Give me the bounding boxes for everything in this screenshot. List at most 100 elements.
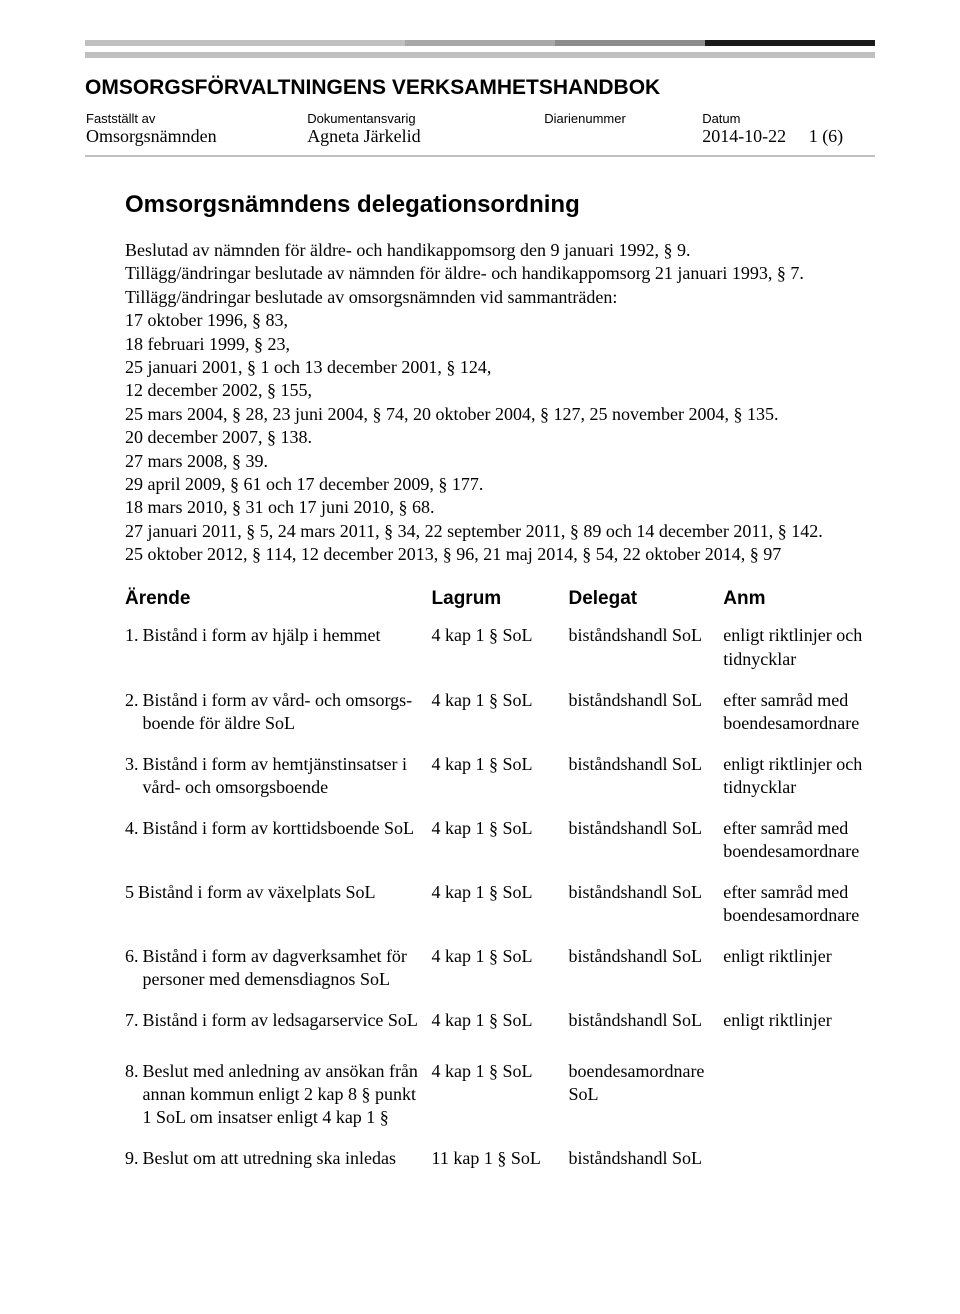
item-number: 8. [125, 1060, 143, 1129]
items-list: 1.Bistånd i form av hjälp i hemmet4 kap … [125, 624, 875, 1170]
table-row: 6.Bistånd i form av dagverksamhet för pe… [125, 945, 875, 991]
table-row: 4.Bistånd i form av korttidsboende SoL4 … [125, 817, 875, 863]
cell-delegat: biståndshandl SoL [568, 1009, 723, 1032]
cell-lagrum: 4 kap 1 § SoL [432, 753, 569, 799]
item-number: 3. [125, 753, 143, 799]
cell-arende: 3.Bistånd i form av hemtjänstinsatser i … [125, 753, 432, 799]
cell-lagrum: 4 kap 1 § SoL [432, 689, 569, 735]
item-arende-text: Bistånd i form av hemtjänstinsatser i vå… [143, 753, 420, 799]
body-line: 29 april 2009, § 61 och 17 december 2009… [125, 473, 875, 496]
col-header-anm: Anm [723, 588, 875, 610]
cell-anm: enligt riktlinjer [723, 1009, 875, 1032]
meta-label-diarienummer: Diarienummer [543, 110, 701, 126]
cell-delegat: biståndshandl SoL [568, 881, 723, 927]
cell-lagrum: 4 kap 1 § SoL [432, 945, 569, 991]
body-line: 20 december 2007, § 138. [125, 426, 875, 449]
cell-arende: 8.Beslut med anledning av ansökan från a… [125, 1060, 432, 1129]
item-number: 9. [125, 1147, 143, 1170]
cell-anm: enligt riktlinjer [723, 945, 875, 991]
cell-arende: 9.Beslut om att utredning ska inledas [125, 1147, 432, 1170]
org-title: OMSORGSFÖRVALTNINGENS VERKSAMHETSHANDBOK [85, 76, 875, 100]
item-number: 6. [125, 945, 143, 991]
cell-lagrum: 4 kap 1 § SoL [432, 817, 569, 863]
body-line: 25 januari 2001, § 1 och 13 december 200… [125, 356, 875, 379]
header-bar-segment [85, 52, 875, 58]
item-arende-text: Bistånd i form av växelplats SoL [138, 881, 420, 927]
item-number: 7. [125, 1009, 143, 1032]
cell-delegat: biståndshandl SoL [568, 817, 723, 863]
item-arende-text: Bistånd i form av vård- och omsorgs­boen… [143, 689, 420, 735]
col-header-lagrum: Lagrum [432, 588, 569, 610]
cell-delegat: boendesamordnare SoL [568, 1060, 723, 1129]
meta-value-page: 1 (6) [809, 126, 844, 146]
item-arende-text: Bistånd i form av ledsagarservice SoL [143, 1009, 420, 1032]
col-header-delegat: Delegat [568, 588, 723, 610]
cell-delegat: biståndshandl SoL [568, 945, 723, 991]
table-row: 1.Bistånd i form av hjälp i hemmet4 kap … [125, 624, 875, 670]
cell-anm: efter samråd med boendesamordnare [723, 881, 875, 927]
column-headers: Ärende Lagrum Delegat Anm [125, 588, 875, 610]
body-line: 27 januari 2011, § 5, 24 mars 2011, § 34… [125, 520, 875, 543]
item-number: 4. [125, 817, 143, 863]
meta-value-datum: 2014-10-22 1 (6) [701, 126, 875, 149]
body-line: 25 mars 2004, § 28, 23 juni 2004, § 74, … [125, 403, 875, 426]
cell-lagrum: 4 kap 1 § SoL [432, 1060, 569, 1129]
cell-arende: 4.Bistånd i form av korttidsboende SoL [125, 817, 432, 863]
document-heading: Omsorgsnämndens delegationsordning [125, 191, 875, 219]
header-bar-segment [85, 40, 405, 46]
table-row: 8.Beslut med anledning av ansökan från a… [125, 1060, 875, 1129]
item-arende-text: Bistånd i form av hjälp i hemmet [143, 624, 420, 670]
header-bar-row-2 [85, 52, 875, 58]
meta-value-datum-text: 2014-10-22 [702, 126, 786, 146]
cell-lagrum: 11 kap 1 § SoL [432, 1147, 569, 1170]
col-header-arende: Ärende [125, 588, 432, 610]
cell-lagrum: 4 kap 1 § SoL [432, 624, 569, 670]
cell-delegat: biståndshandl SoL [568, 689, 723, 735]
cell-anm: enligt riktlinjer och tidnycklar [723, 753, 875, 799]
meta-label-datum: Datum [701, 110, 875, 126]
item-arende-text: Bistånd i form av dagverksamhet för pers… [143, 945, 420, 991]
table-row: 9.Beslut om att utredning ska inledas11 … [125, 1147, 875, 1170]
cell-arende: 5Bistånd i form av växelplats SoL [125, 881, 432, 927]
meta-table: Fastställt av Dokumentansvarig Diarienum… [85, 110, 875, 149]
meta-value-faststallt: Omsorgsnämnden [85, 126, 306, 149]
body-line: Tillägg/ändringar beslutade av omsorgsnä… [125, 286, 875, 309]
page: OMSORGSFÖRVALTNINGENS VERKSAMHETSHANDBOK… [0, 0, 960, 1218]
cell-lagrum: 4 kap 1 § SoL [432, 1009, 569, 1032]
item-number: 2. [125, 689, 143, 735]
body-line: Beslutad av nämnden för äldre- och handi… [125, 239, 875, 262]
header-bar-segment [705, 40, 875, 46]
item-arende-text: Beslut med anledning av ansökan från ann… [143, 1060, 420, 1129]
header-bar-segment [405, 40, 555, 46]
item-number: 1. [125, 624, 143, 670]
meta-value-dokumentansvarig: Agneta Järkelid [306, 126, 543, 149]
body-line: 17 oktober 1996, § 83, [125, 309, 875, 332]
table-row: 5Bistånd i form av växelplats SoL4 kap 1… [125, 881, 875, 927]
cell-arende: 1.Bistånd i form av hjälp i hemmet [125, 624, 432, 670]
item-number: 5 [125, 881, 138, 927]
body-line: 25 oktober 2012, § 114, 12 december 2013… [125, 543, 875, 566]
meta-label-dokumentansvarig: Dokumentansvarig [306, 110, 543, 126]
table-row: 7.Bistånd i form av ledsagarservice SoL4… [125, 1009, 875, 1032]
body-text: Beslutad av nämnden för äldre- och handi… [125, 239, 875, 566]
cell-anm: efter samråd med boendesamordnare [723, 817, 875, 863]
cell-lagrum: 4 kap 1 § SoL [432, 881, 569, 927]
header-bar-segment [555, 40, 705, 46]
cell-arende: 7.Bistånd i form av ledsagarservice SoL [125, 1009, 432, 1032]
body-line: 27 mars 2008, § 39. [125, 450, 875, 473]
table-row: 3.Bistånd i form av hemtjänstinsatser i … [125, 753, 875, 799]
cell-delegat: biståndshandl SoL [568, 624, 723, 670]
cell-delegat: biståndshandl SoL [568, 753, 723, 799]
cell-arende: 2.Bistånd i form av vård- och omsorgs­bo… [125, 689, 432, 735]
divider [85, 155, 875, 157]
cell-anm: efter samråd med boendesamordnare [723, 689, 875, 735]
cell-anm [723, 1060, 875, 1129]
header-bars [85, 40, 875, 58]
table-row: 2.Bistånd i form av vård- och omsorgs­bo… [125, 689, 875, 735]
cell-delegat: biståndshandl SoL [568, 1147, 723, 1170]
item-arende-text: Beslut om att utredning ska inledas [143, 1147, 420, 1170]
meta-value-diarienummer [543, 126, 701, 149]
meta-label-faststallt: Fastställt av [85, 110, 306, 126]
item-arende-text: Bistånd i form av korttidsboende SoL [143, 817, 420, 863]
body-line: 12 december 2002, § 155, [125, 379, 875, 402]
